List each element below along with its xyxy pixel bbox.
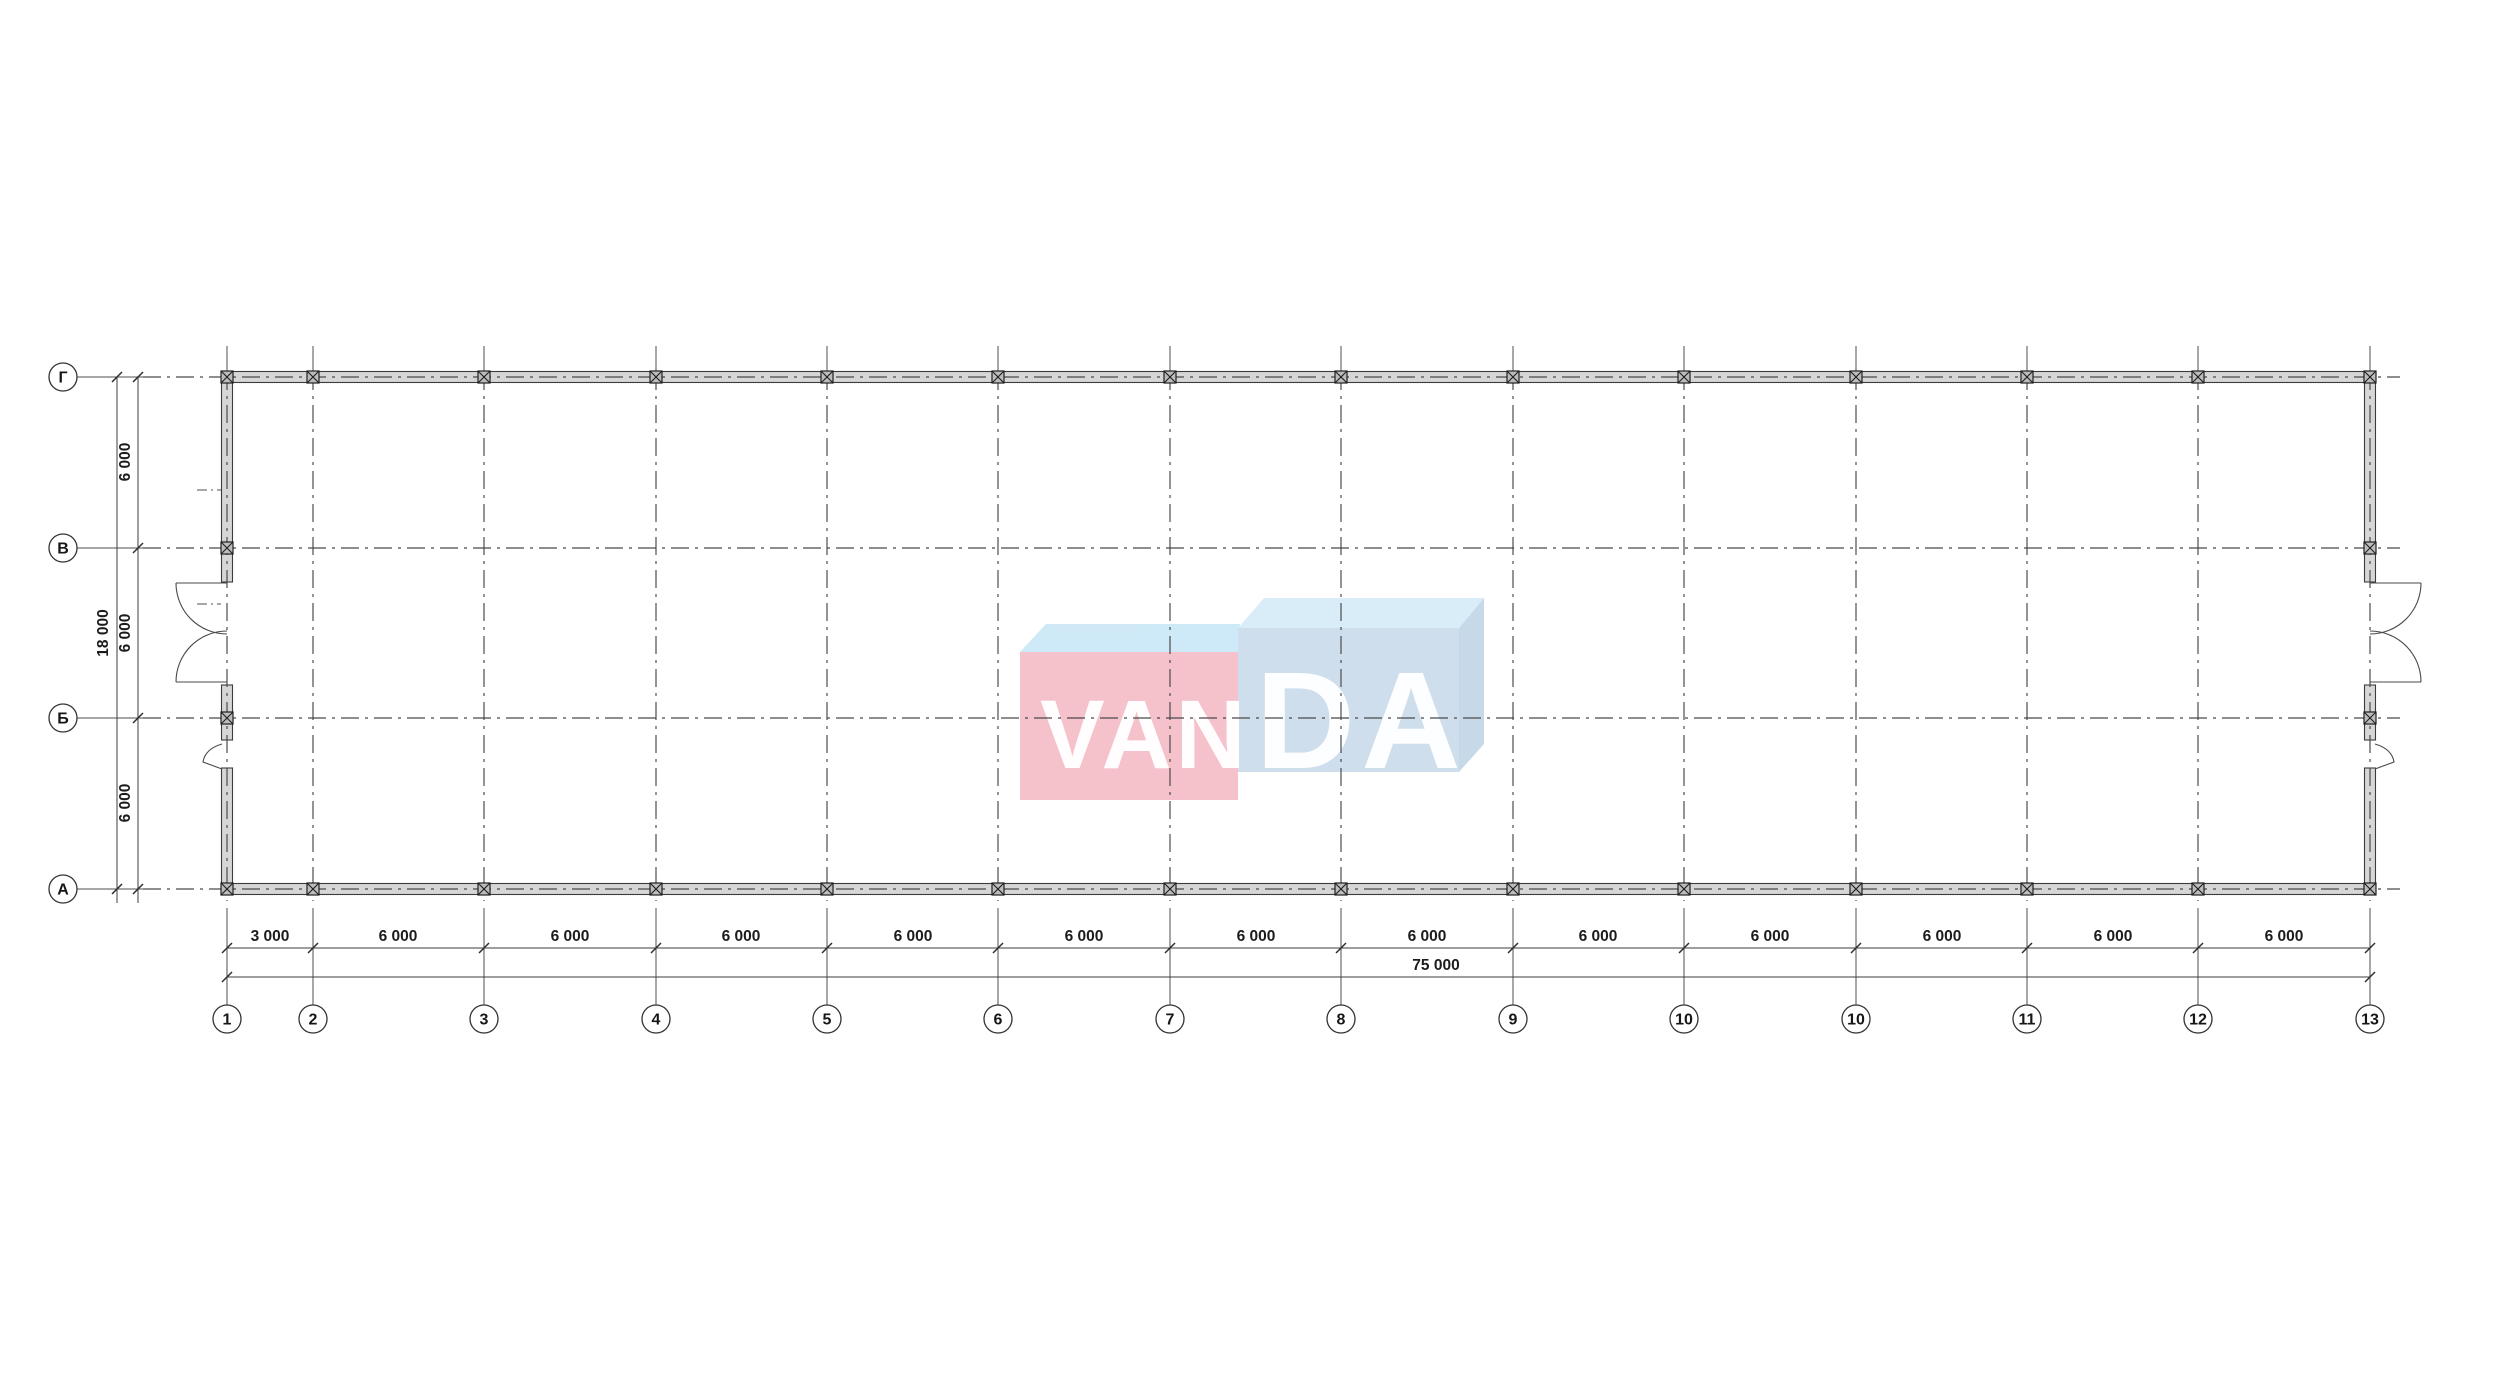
svg-text:3 000: 3 000 [251, 928, 290, 945]
svg-text:В: В [57, 541, 69, 558]
axis-bubble-col: 5 [812, 1004, 842, 1034]
column-axis-lines [226, 346, 2371, 1005]
column-axis-bubbles: 1 2 3 4 5 6 7 8 9 10 10 11 12 13 [212, 1004, 2385, 1034]
svg-text:10: 10 [1675, 1012, 1693, 1029]
svg-text:Г: Г [58, 370, 67, 387]
double-door-left [175, 582, 228, 683]
svg-text:Б: Б [57, 711, 69, 728]
axis-bubble-col: 11 [2012, 1004, 2042, 1034]
single-door-left [202, 743, 223, 770]
columns-row-g [220, 370, 2377, 384]
svg-text:6 000: 6 000 [1237, 928, 1276, 945]
logo-text-van: VAN [1040, 680, 1250, 789]
svg-text:10: 10 [1847, 1012, 1865, 1029]
axis-bubble-col: 10 [1669, 1004, 1699, 1034]
svg-text:6 000: 6 000 [1923, 928, 1962, 945]
svg-text:6 000: 6 000 [379, 928, 418, 945]
svg-text:4: 4 [652, 1012, 661, 1029]
logo-blue-top-bevel [1238, 598, 1484, 628]
logo-pink-front-face [1020, 652, 1238, 800]
axis-bubble-col: 3 [469, 1004, 499, 1034]
structural-columns [220, 370, 2377, 896]
left-dimension-lines: 18 000 6 000 6 000 6 000 [95, 371, 144, 903]
axis-bubble-col: 13 [2355, 1004, 2385, 1034]
window-centerline-dashes [197, 489, 221, 605]
axis-bubble-row-v: В [48, 533, 78, 563]
double-door-right [2369, 582, 2422, 683]
dim-left-bay: 6 000 [117, 443, 134, 482]
bottom-dim-ticks [221, 942, 2376, 954]
svg-text:6 000: 6 000 [1579, 928, 1618, 945]
axis-bubble-row-a: А [48, 874, 78, 904]
svg-text:А: А [57, 882, 69, 899]
logo-text-da: DA [1256, 644, 1467, 798]
columns-row-a [220, 882, 2377, 896]
single-door-right [2374, 743, 2395, 770]
grid-axis-lines [77, 346, 2400, 1005]
doors [175, 582, 2422, 770]
axis-bubble-col: 2 [298, 1004, 328, 1034]
columns-side-walls [220, 541, 2377, 725]
axis-bubble-col: 9 [1498, 1004, 1528, 1034]
svg-text:8: 8 [1337, 1012, 1346, 1029]
vanda-watermark-logo: VANDA [1020, 598, 1484, 800]
axis-bubble-col: 8 [1326, 1004, 1356, 1034]
dim-left-bay: 6 000 [117, 784, 134, 823]
svg-text:9: 9 [1509, 1012, 1518, 1029]
axis-bubble-col: 4 [641, 1004, 671, 1034]
svg-text:1: 1 [223, 1012, 232, 1029]
svg-text:3: 3 [480, 1012, 489, 1029]
axis-bubble-col: 12 [2183, 1004, 2213, 1034]
axis-bubble-col: 6 [983, 1004, 1013, 1034]
axis-bubble-col: 10 [1841, 1004, 1871, 1034]
svg-text:11: 11 [2019, 1012, 2036, 1029]
svg-text:6 000: 6 000 [1065, 928, 1104, 945]
logo-pink-top-bevel [1020, 624, 1240, 652]
svg-text:12: 12 [2189, 1012, 2207, 1029]
bottom-dim-labels: 3 000 6 000 6 000 6 000 6 000 6 000 6 00… [251, 928, 2304, 945]
dim-bottom-total: 75 000 [1412, 957, 1459, 974]
dim-left-total: 18 000 [95, 609, 112, 656]
logo-blue-side-bevel [1459, 598, 1484, 772]
axis-bubble-col: 1 [212, 1004, 242, 1034]
axis-bubble-row-g: Г [48, 362, 78, 392]
svg-text:6 000: 6 000 [894, 928, 933, 945]
dim-left-bay: 6 000 [117, 614, 134, 653]
svg-text:6 000: 6 000 [2265, 928, 2304, 945]
svg-text:6 000: 6 000 [722, 928, 761, 945]
logo-blue-front-face [1238, 628, 1459, 772]
svg-text:7: 7 [1166, 1012, 1175, 1029]
svg-text:13: 13 [2361, 1012, 2379, 1029]
axis-bubble-col: 7 [1155, 1004, 1185, 1034]
svg-text:2: 2 [309, 1012, 318, 1029]
svg-text:6 000: 6 000 [1751, 928, 1790, 945]
svg-text:6: 6 [994, 1012, 1003, 1029]
bottom-dimension-lines: 3 000 6 000 6 000 6 000 6 000 6 000 6 00… [221, 928, 2376, 983]
axis-bubble-row-b: Б [48, 703, 78, 733]
logo-text: VANDA [1040, 644, 1467, 798]
svg-text:5: 5 [823, 1012, 832, 1029]
svg-text:6 000: 6 000 [551, 928, 590, 945]
row-axis-bubbles: Г В Б А [48, 362, 78, 904]
svg-text:6 000: 6 000 [2094, 928, 2133, 945]
svg-text:6 000: 6 000 [1408, 928, 1447, 945]
